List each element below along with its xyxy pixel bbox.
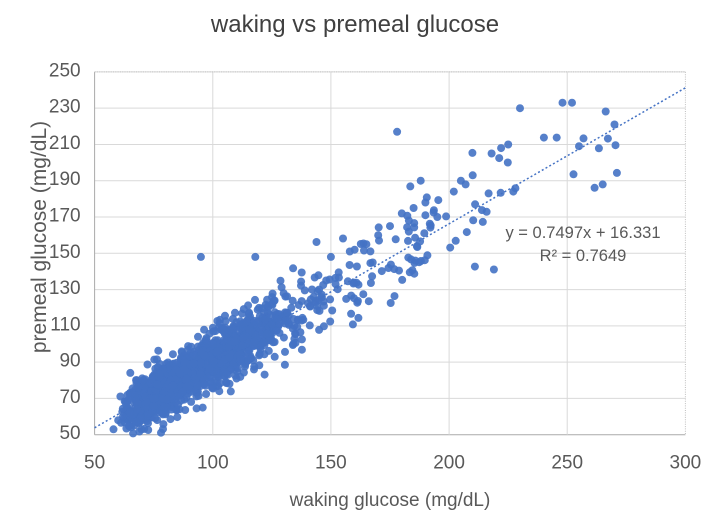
svg-text:300: 300	[670, 453, 702, 474]
svg-text:130: 130	[49, 278, 81, 299]
svg-text:250: 250	[551, 453, 583, 474]
svg-text:50: 50	[84, 453, 105, 474]
svg-text:50: 50	[59, 423, 80, 444]
svg-text:110: 110	[50, 314, 80, 335]
svg-text:250: 250	[49, 60, 81, 81]
svg-text:200: 200	[433, 453, 465, 474]
svg-text:R² = 0.7649: R² = 0.7649	[540, 247, 627, 265]
svg-text:150: 150	[49, 242, 81, 263]
svg-text:90: 90	[59, 351, 80, 372]
svg-text:190: 190	[49, 169, 81, 190]
svg-text:230: 230	[49, 97, 81, 118]
svg-text:150: 150	[315, 453, 347, 474]
svg-text:100: 100	[197, 453, 229, 474]
svg-text:170: 170	[49, 206, 81, 227]
svg-text:70: 70	[59, 387, 80, 408]
svg-text:210: 210	[49, 133, 81, 154]
svg-text:y = 0.7497x + 16.331: y = 0.7497x + 16.331	[505, 224, 660, 242]
